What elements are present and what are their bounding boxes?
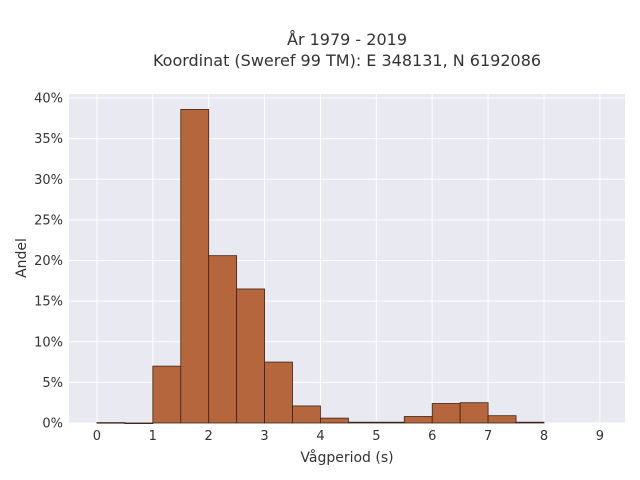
histogram-bar xyxy=(375,421,405,424)
y-tick-label: 15% xyxy=(34,295,63,310)
histogram-bar xyxy=(236,288,265,424)
x-tick-label: 2 xyxy=(205,429,213,444)
histogram-bar xyxy=(292,405,321,424)
histogram-bar xyxy=(487,415,517,424)
x-axis-label: Vågperiod (s) xyxy=(300,449,393,466)
x-tick-label: 3 xyxy=(260,429,268,444)
y-tick-label: 0% xyxy=(42,417,63,432)
histogram-bar xyxy=(431,403,461,424)
y-axis-ticks: 0% 5% 10% 15% 20% 25% 30% 35% 40% xyxy=(34,92,63,432)
histogram-bar xyxy=(264,361,293,424)
x-tick-label: 9 xyxy=(596,429,604,444)
chart-title-line-1: År 1979 - 2019 xyxy=(287,30,407,49)
y-tick-label: 35% xyxy=(34,132,63,147)
x-tick-label: 8 xyxy=(540,429,548,444)
y-tick-label: 30% xyxy=(34,173,63,188)
x-tick-label: 0 xyxy=(93,429,101,444)
x-tick-label: 1 xyxy=(149,429,157,444)
histogram-bar xyxy=(124,422,154,425)
histogram-bar xyxy=(180,109,210,424)
x-tick-label: 6 xyxy=(428,429,436,444)
histogram-bar xyxy=(96,422,126,424)
x-tick-label: 5 xyxy=(372,429,380,444)
y-tick-label: 40% xyxy=(34,92,63,107)
y-tick-label: 10% xyxy=(34,335,63,350)
histogram-bar xyxy=(459,402,489,424)
y-tick-label: 5% xyxy=(42,376,63,391)
x-axis-ticks: 0 1 2 3 4 5 6 7 8 9 xyxy=(93,429,604,444)
bars xyxy=(96,109,545,425)
y-tick-label: 20% xyxy=(34,254,63,269)
x-tick-label: 4 xyxy=(316,429,324,444)
chart-title-line-2: Koordinat (Sweref 99 TM): E 348131, N 61… xyxy=(153,51,541,70)
histogram-bar xyxy=(403,416,433,424)
y-tick-label: 25% xyxy=(34,213,63,228)
y-axis-label: Andel xyxy=(14,238,30,278)
histogram-bar xyxy=(320,417,349,424)
histogram-bar xyxy=(208,255,238,424)
x-tick-label: 7 xyxy=(484,429,492,444)
histogram-bar xyxy=(152,365,182,424)
histogram-bar xyxy=(515,421,545,424)
histogram-bar xyxy=(347,421,377,424)
